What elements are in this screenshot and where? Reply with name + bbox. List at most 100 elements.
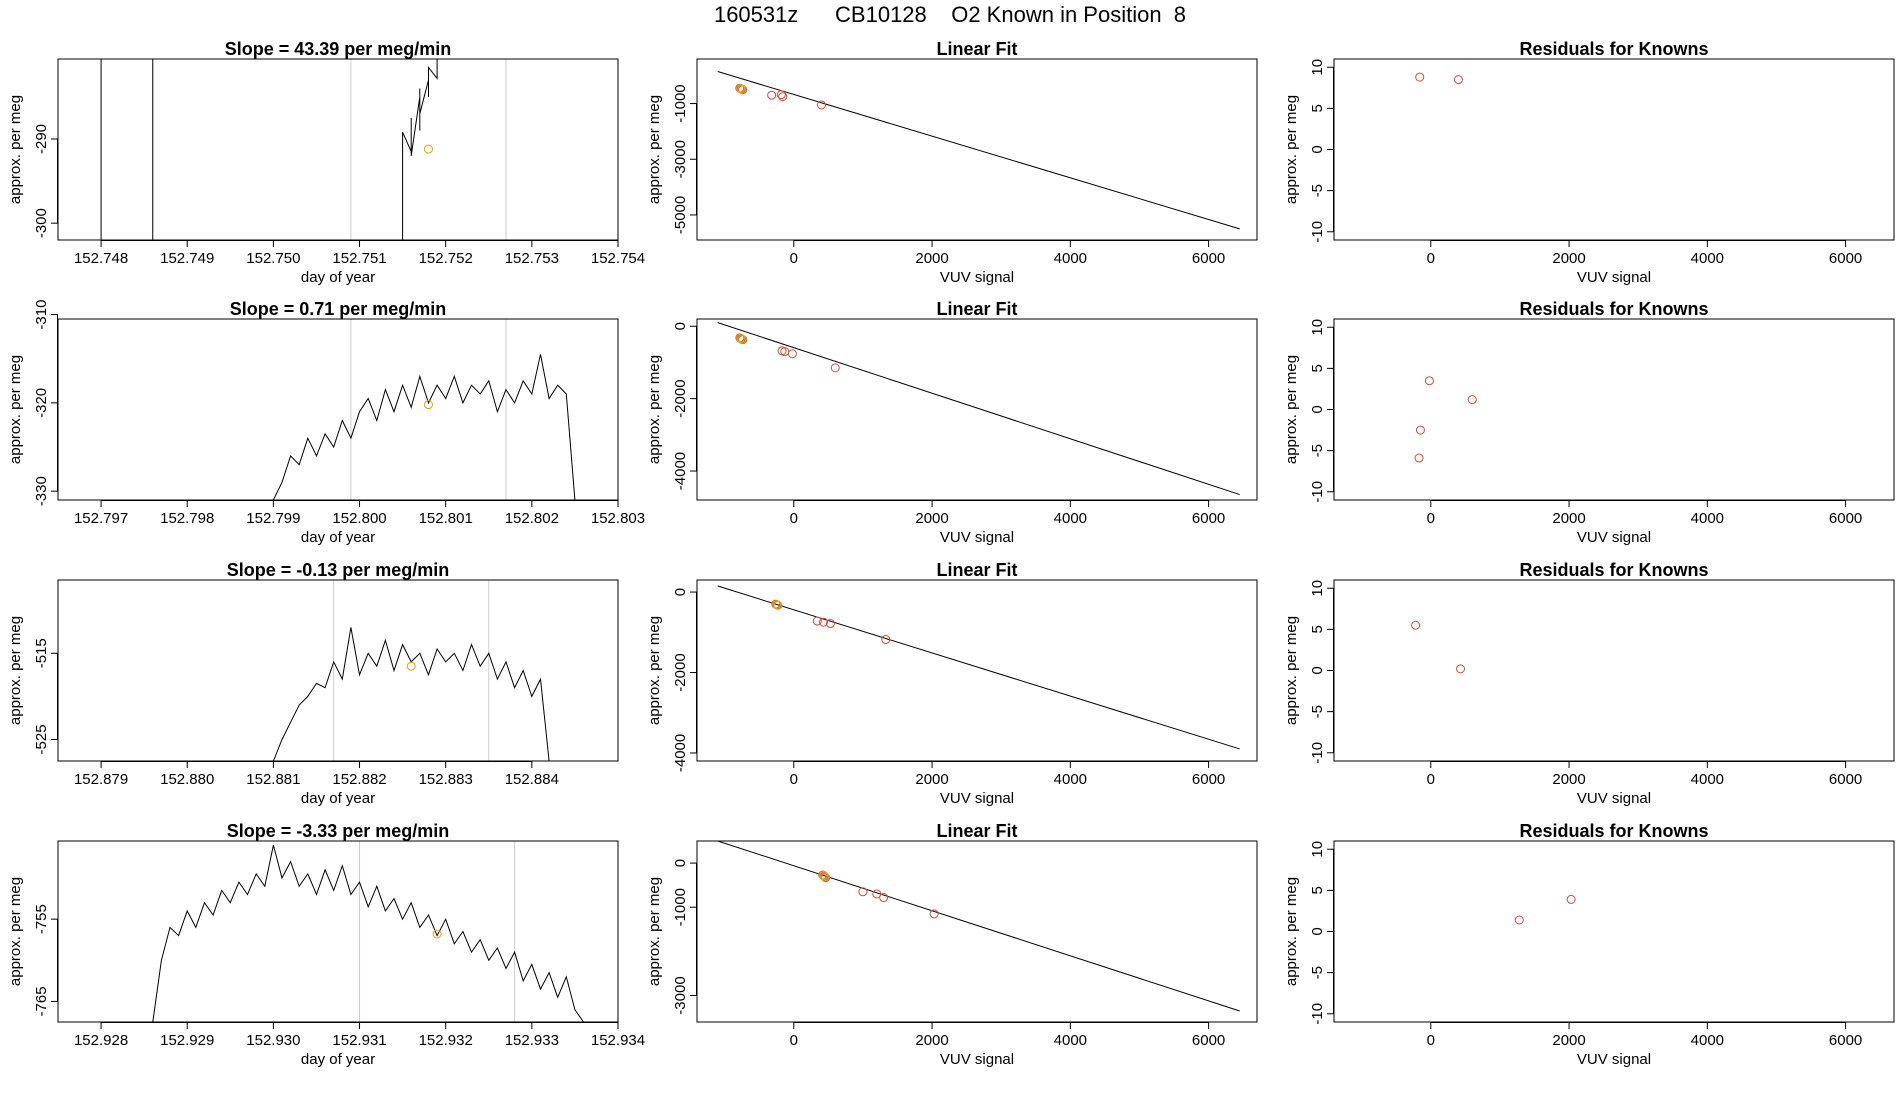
data-point (1414, 453, 1424, 463)
y-tick-label: 0 (1309, 145, 1326, 153)
panel-title: Residuals for Knowns (1519, 299, 1708, 319)
x-tick-label: 152.929 (160, 1032, 214, 1049)
fit-point (736, 84, 746, 94)
x-axis-label: VUV signal (1577, 1051, 1651, 1068)
y-tick-label: 0 (672, 588, 689, 596)
plot-frame (1333, 579, 1895, 762)
plot-area (272, 580, 550, 761)
fit-line (717, 585, 1240, 750)
x-tick-label: 0 (1427, 250, 1435, 267)
y-axis-label: approx. per meg (646, 355, 663, 464)
x-tick-label: 0 (1427, 771, 1435, 788)
y-tick-label: -525 (33, 724, 50, 754)
panel-title: Residuals for Knowns (1519, 821, 1708, 841)
y-tick-label: 10 (1309, 319, 1326, 336)
fit-line (717, 322, 1240, 496)
plot-frame (1333, 58, 1895, 241)
x-tick-label: 0 (1427, 510, 1435, 527)
panel-title: Slope = -3.33 per meg/min (227, 821, 450, 841)
x-tick-label: 6000 (1192, 1032, 1225, 1049)
x-axis-label: VUV signal (1577, 529, 1651, 546)
panel-r4-c3: 0 2000 4000 6000 10 5 0 -5 -10 Residuals for Know… (1283, 821, 1895, 1068)
data-point (1411, 620, 1421, 630)
x-tick-label: 152.881 (246, 771, 300, 788)
panel-title: Residuals for Knowns (1519, 39, 1708, 59)
panel-r2-c2: 0 2000 4000 6000 0 -2000 -4000 Linear Fit VUV si… (646, 299, 1258, 546)
x-tick-label: 152.932 (419, 1032, 473, 1049)
data-point (825, 618, 835, 628)
x-tick-label: 152.797 (74, 510, 128, 527)
x-tick-label: 4000 (1054, 771, 1087, 788)
fit-point (820, 872, 830, 882)
y-tick-label: 0 (1309, 927, 1326, 935)
panel-r1-c3: 0 2000 4000 6000 10 5 0 -5 -10 Residuals for Know… (1283, 39, 1895, 286)
panel-r2-c1: 152.797 152.798 152.799 152.800 152.801 152.8… (7, 299, 645, 546)
data-point (1467, 395, 1477, 405)
fit-line (717, 841, 1240, 1012)
x-axis-label: day of year (301, 1051, 375, 1068)
y-tick-label: 10 (1309, 59, 1326, 76)
x-axis-label: VUV signal (940, 269, 1014, 286)
y-tick-label: -330 (33, 476, 50, 506)
y-axis-label: approx. per meg (7, 355, 24, 464)
x-tick-label: 6000 (1192, 250, 1225, 267)
fit-point (737, 334, 747, 344)
x-tick-label: 4000 (1691, 1032, 1724, 1049)
plot-area (717, 71, 1240, 230)
y-tick-label: -5 (1309, 966, 1326, 979)
data-point (816, 100, 826, 110)
fit-point (737, 84, 747, 94)
y-axis-label: approx. per meg (646, 616, 663, 725)
plot-area (272, 319, 576, 500)
y-tick-label: -5 (1309, 184, 1326, 197)
y-tick-label: -10 (1309, 481, 1326, 503)
panel-r4-c1: 152.928 152.929 152.930 152.931 152.932 152.9… (7, 821, 645, 1068)
y-axis-label: approx. per meg (646, 877, 663, 986)
x-tick-label: 152.752 (419, 250, 473, 267)
y-axis-label: approx. per meg (1283, 355, 1300, 464)
fit-point (819, 870, 829, 880)
y-tick-label: -310 (33, 300, 50, 330)
y-tick-label: -10 (1309, 221, 1326, 243)
x-axis-label: VUV signal (940, 529, 1014, 546)
y-tick-label: -5 (1309, 444, 1326, 457)
plot-frame (57, 840, 619, 1023)
x-tick-label: 4000 (1691, 510, 1724, 527)
plot-frame (696, 840, 1258, 1023)
y-tick-label: -3000 (672, 140, 689, 178)
figure-title: 160531z CB10128 O2 Known in Position 8 (713, 2, 1187, 27)
x-axis-label: day of year (301, 529, 375, 546)
plot-frame (57, 318, 619, 501)
data-point (830, 363, 840, 373)
panel-title: Slope = -0.13 per meg/min (227, 560, 450, 580)
y-tick-label: 0 (1309, 666, 1326, 674)
y-tick-label: -515 (33, 638, 50, 668)
x-tick-label: 4000 (1691, 250, 1724, 267)
x-tick-label: 152.801 (419, 510, 473, 527)
plot-area (1514, 894, 1576, 925)
data-point (821, 873, 831, 883)
data-point (819, 617, 829, 627)
x-axis-label: VUV signal (940, 1051, 1014, 1068)
panel-r3-c2: 0 2000 4000 6000 0 -2000 -4000 Linear Fit VUV si… (646, 560, 1258, 807)
x-tick-label: 0 (790, 771, 798, 788)
plot-frame (1333, 840, 1895, 1023)
x-tick-label: 152.934 (591, 1032, 645, 1049)
data-point (881, 635, 891, 645)
data-point (767, 90, 777, 100)
x-tick-label: 152.880 (160, 771, 214, 788)
y-axis-label: approx. per meg (1283, 616, 1300, 725)
plot-area (717, 585, 1240, 750)
x-tick-label: 2000 (915, 250, 948, 267)
x-tick-label: 152.882 (332, 771, 386, 788)
x-tick-label: 4000 (1054, 1032, 1087, 1049)
panel-title: Linear Fit (936, 821, 1017, 841)
data-point (776, 90, 786, 100)
x-tick-label: 2000 (1552, 771, 1585, 788)
x-tick-label: 6000 (1192, 510, 1225, 527)
signal-trace (272, 354, 576, 500)
y-tick-label: 5 (1309, 886, 1326, 894)
panel-title: Residuals for Knowns (1519, 560, 1708, 580)
x-tick-label: 2000 (915, 771, 948, 788)
data-point (858, 887, 868, 897)
